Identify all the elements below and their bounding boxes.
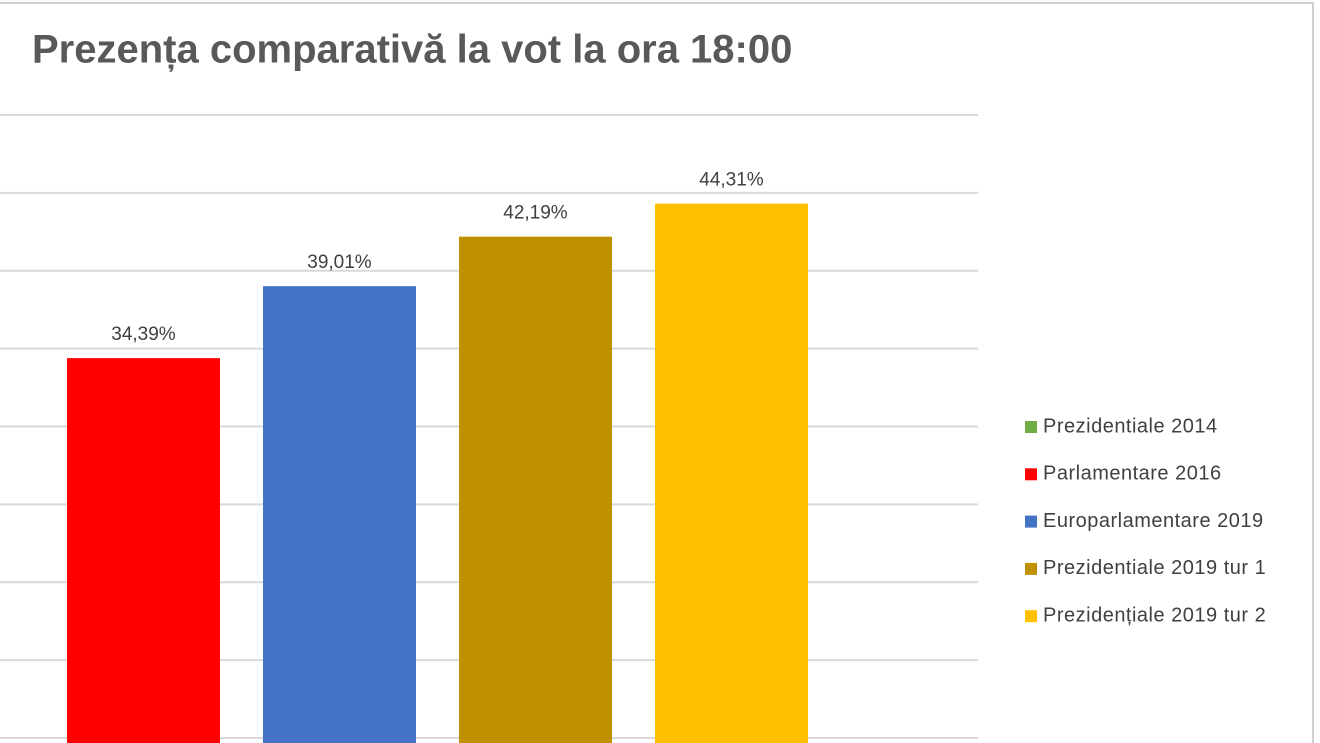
bar [459,236,612,743]
legend-label: Prezidențiale 2019 tur 2 [1043,604,1266,626]
bar [67,358,220,743]
legend-label: Europarlamentare 2019 [1043,510,1264,532]
legend-swatch [1025,610,1037,623]
legend-swatch [1025,515,1037,528]
data-label: 39,01% [307,252,372,273]
legend-swatch [1025,468,1037,481]
legend-label: Parlamentare 2016 [1043,463,1222,485]
data-label: 34,39% [111,324,176,345]
bar [263,286,416,743]
legend-swatch [1025,562,1037,575]
legend-swatch [1025,421,1037,433]
legend-label: Prezidentiale 2019 tur 1 [1043,557,1266,579]
chart-title: Prezența comparativă la vot la ora 18:00 [32,28,792,72]
data-label: 44,31% [699,170,764,191]
bar [655,203,808,743]
data-label: 42,19% [503,203,568,224]
legend-label: Prezidentiale 2014 [1043,415,1218,437]
